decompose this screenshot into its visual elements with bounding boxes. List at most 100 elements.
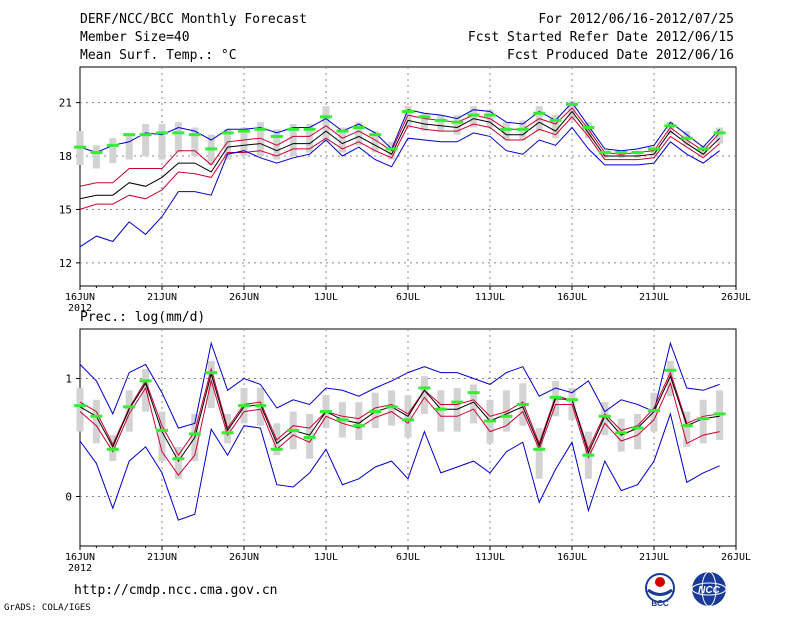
member-range-box — [552, 115, 560, 139]
member-range-box — [240, 127, 248, 157]
member-range-box — [306, 123, 314, 153]
member-range-box — [453, 115, 461, 135]
member-range-box — [338, 127, 346, 153]
member-range-box — [437, 115, 445, 132]
member-size: Member Size=40 — [80, 30, 190, 45]
member-range-box — [76, 387, 84, 432]
source-url[interactable]: http://cmdp.ncc.cma.gov.cn — [74, 583, 278, 598]
x-tick-label: 21JUN — [147, 552, 177, 563]
member-range-box — [158, 123, 166, 160]
member-range-box — [174, 122, 182, 153]
x-tick-label: 16JUN — [65, 292, 95, 303]
series-line-mean — [79, 371, 720, 463]
member-range-box — [142, 123, 150, 157]
y-tick-label: 15 — [59, 203, 72, 216]
member-range-box — [142, 369, 150, 412]
x-tick-label: 26JUL — [721, 552, 751, 563]
series-line-max — [79, 101, 720, 154]
x-tick-label: 26JUN — [229, 292, 259, 303]
member-range-box — [92, 145, 100, 169]
x-tick-label: 16JUN — [65, 552, 95, 563]
member-range-box — [191, 127, 199, 157]
x-tick-label: 26JUN — [229, 552, 259, 563]
x-tick-label: 16JUL — [557, 292, 587, 303]
member-range-box — [289, 123, 297, 157]
member-range-box — [273, 129, 281, 160]
bcc-logo-icon: BCC — [645, 573, 675, 608]
member-range-box — [683, 411, 691, 447]
member-range-box — [355, 402, 363, 440]
member-range-box — [453, 387, 461, 432]
member-range-box — [568, 100, 576, 121]
y-tick-label: 0 — [65, 490, 72, 503]
x-tick-label: 16JUL — [557, 552, 587, 563]
member-range-box — [650, 147, 658, 157]
member-range-box — [404, 106, 412, 128]
member-range-box — [355, 122, 363, 146]
x-tick-label: 21JUL — [639, 552, 669, 563]
x-tick-label: 21JUL — [639, 292, 669, 303]
member-range-box — [322, 106, 330, 142]
y-tick-label: 1 — [65, 373, 72, 386]
member-range-box — [92, 399, 100, 444]
member-range-box — [666, 122, 674, 135]
y-tick-label: 21 — [59, 97, 72, 110]
fcst-started-date: Fcst Started Refer Date 2012/06/15 — [467, 30, 734, 45]
series-line-upper — [79, 367, 720, 457]
member-range-box — [502, 390, 510, 432]
x-tick-label: 6JUL — [396, 552, 420, 563]
member-range-box — [716, 127, 724, 144]
member-range-box — [584, 122, 592, 139]
member-range-box — [158, 411, 166, 462]
ncc-logo-text: NCC — [698, 585, 720, 596]
x-tick-label: 11JUL — [475, 552, 505, 563]
member-range-box — [420, 376, 428, 414]
member-range-box — [125, 390, 133, 432]
member-range-box — [601, 150, 609, 158]
series-line-upper — [79, 107, 720, 187]
member-range-box — [470, 384, 478, 424]
prec-panel-title: Prec.: log(mm/d) — [80, 310, 206, 325]
member-range-box — [371, 131, 379, 153]
member-range-box — [470, 106, 478, 128]
x-tick-label: 11JUL — [475, 292, 505, 303]
member-range-box — [437, 390, 445, 432]
series-line-mean — [79, 110, 720, 200]
member-range-box — [174, 446, 182, 479]
x-year-label: 2012 — [68, 563, 92, 574]
x-tick-label: 6JUL — [396, 292, 420, 303]
member-range-box — [699, 399, 707, 444]
member-range-box — [568, 387, 576, 420]
y-tick-label: 12 — [59, 257, 72, 270]
x-tick-label: 21JUN — [147, 292, 177, 303]
grads-credit: GrADS: COLA/IGES — [4, 603, 91, 613]
series-line-max — [79, 341, 720, 429]
bcc-logo-text: BCC — [651, 599, 669, 608]
member-range-box — [207, 360, 215, 409]
fcst-produced-date: Fcst Produced Date 2012/06/16 — [507, 48, 734, 63]
x-year-label: 2012 — [68, 303, 92, 314]
x-tick-label: 1JUL — [314, 292, 338, 303]
series-line-lower — [79, 378, 720, 477]
forecast-period: For 2012/06/16-2012/07/25 — [538, 12, 734, 27]
member-range-box — [601, 402, 609, 436]
series-line-min — [79, 412, 720, 521]
member-range-box — [420, 113, 428, 132]
member-range-box — [109, 138, 117, 164]
member-range-box — [666, 360, 674, 397]
member-range-box — [256, 122, 264, 157]
series-line-lower — [79, 116, 720, 210]
member-range-box — [502, 122, 510, 140]
x-tick-label: 26JUL — [721, 292, 751, 303]
member-range-box — [224, 129, 232, 160]
temp-panel-title: Mean Surf. Temp.: °C — [80, 48, 237, 63]
y-tick-label: 18 — [59, 150, 72, 163]
member-range-box — [634, 150, 642, 158]
member-range-box — [634, 413, 642, 450]
ncc-logo-icon: NCC — [691, 571, 727, 607]
logos: BCC NCC — [645, 571, 727, 608]
member-range-box — [125, 134, 133, 160]
